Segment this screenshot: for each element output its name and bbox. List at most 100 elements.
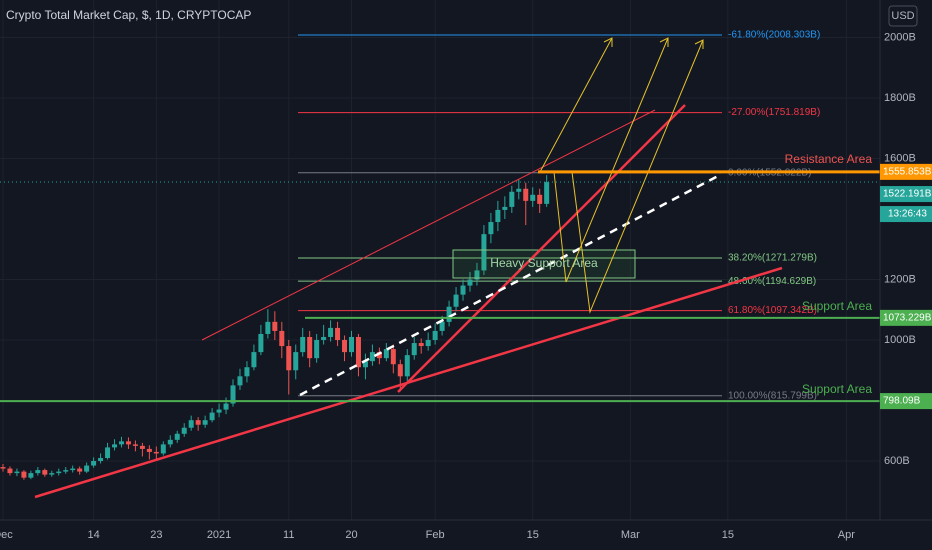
drawings [34, 37, 783, 499]
fib-label: -61.80%(2008.303B) [728, 30, 820, 41]
annotation: Heavy Support Area [490, 256, 598, 270]
candle-body [7, 468, 13, 474]
candle-body [35, 470, 41, 474]
candle-body [321, 336, 327, 341]
candle-body [70, 468, 76, 471]
fib-label: 38.20%(1271.279B) [728, 253, 817, 264]
candle-body [56, 471, 62, 474]
candle-body [418, 343, 424, 347]
candle-body [446, 306, 452, 322]
x-tick-label: 14 [87, 529, 99, 541]
candle-body [474, 270, 480, 280]
x-tick-label: 15 [527, 529, 539, 541]
candle-body [404, 355, 410, 377]
projection [539, 37, 613, 173]
candle-body [132, 444, 138, 446]
candle-body [230, 385, 236, 404]
y-tick-label: 1800B [884, 92, 916, 104]
candle-body [265, 321, 271, 334]
fib-label: 48.60%(1194.629B) [728, 276, 816, 287]
price-tag [880, 163, 932, 180]
price-tag-label: 1522.191B [883, 189, 932, 200]
candle-body [383, 349, 389, 359]
candle-body [181, 427, 187, 434]
trendline [201, 109, 656, 341]
x-tick-label: Mar [621, 529, 640, 541]
candle-body [0, 467, 6, 469]
candle-body [453, 294, 459, 307]
price-tag-label: 1555.853B [883, 167, 932, 178]
x-tick-label: Feb [426, 529, 445, 541]
x-tick-label: 2021 [207, 529, 231, 541]
candle-body [293, 352, 299, 371]
candle-body [84, 465, 90, 472]
candle-body [286, 346, 292, 371]
countdown-tag [880, 206, 932, 223]
candle-body [537, 194, 543, 204]
candle-body [139, 445, 145, 449]
candle-body [209, 412, 215, 421]
y-tick-label: 2000B [884, 31, 916, 43]
candle-body [502, 206, 508, 210]
candle-body [335, 327, 341, 341]
candle-body [258, 333, 264, 353]
projection [553, 37, 669, 283]
candle-body [544, 182, 550, 204]
price-tag-label: 798.09B [883, 396, 921, 407]
chart-title: Crypto Total Market Cap, $, 1D, CRYPTOCA… [6, 8, 251, 22]
candle-body [244, 367, 250, 377]
candle-body [77, 468, 83, 472]
price-tag [880, 309, 932, 326]
candle-body [488, 222, 494, 235]
candle-body [355, 336, 361, 368]
candle-body [481, 234, 487, 271]
annotation: Resistance Area [785, 152, 873, 166]
annotation: Support Area [802, 299, 872, 313]
candle-body [362, 361, 368, 368]
candle-body [439, 321, 445, 331]
fib-label: 61.80%(1097.342B) [728, 305, 817, 316]
candle-body [328, 327, 334, 337]
candle-body [237, 376, 243, 386]
candle-body [342, 340, 348, 353]
annotation: Support Area [802, 382, 872, 396]
candle-body [509, 191, 515, 207]
candle-body [91, 461, 97, 466]
candle-body [14, 471, 20, 474]
price-axis [880, 0, 932, 520]
y-tick-label: 1200B [884, 273, 916, 285]
projection [571, 39, 704, 314]
price-tag-label: 1073.229B [883, 313, 932, 324]
candle-body [307, 336, 313, 359]
candle-body [63, 470, 69, 472]
candle-body [523, 188, 529, 201]
y-tick-label: 600B [884, 455, 910, 467]
candle-body [251, 352, 257, 368]
trendline [299, 173, 721, 397]
currency-box[interactable] [888, 5, 918, 27]
heavy-support-box [452, 249, 636, 279]
candle-body [105, 447, 111, 458]
y-tick-label: 1600B [884, 152, 916, 164]
trendline [397, 104, 686, 393]
candle-body [118, 441, 124, 445]
fib-label: 100.00%(815.799B) [728, 390, 817, 401]
candle-body [369, 352, 375, 362]
candle-body [153, 451, 159, 454]
candle-body [160, 444, 166, 454]
candle-body [112, 444, 118, 448]
candle-body [272, 321, 278, 331]
candle-body [49, 473, 55, 475]
currency[interactable]: USD [891, 10, 914, 22]
price-tag [880, 393, 932, 410]
candle-body [349, 336, 354, 353]
x-tick-label: 23 [150, 529, 162, 541]
y-tick-label: 1000B [884, 334, 916, 346]
candle-body [495, 209, 501, 223]
x-tick-label: 11 [283, 529, 294, 541]
arrow-head [659, 37, 669, 47]
candle-body [223, 403, 229, 410]
arrow-head [603, 37, 613, 47]
